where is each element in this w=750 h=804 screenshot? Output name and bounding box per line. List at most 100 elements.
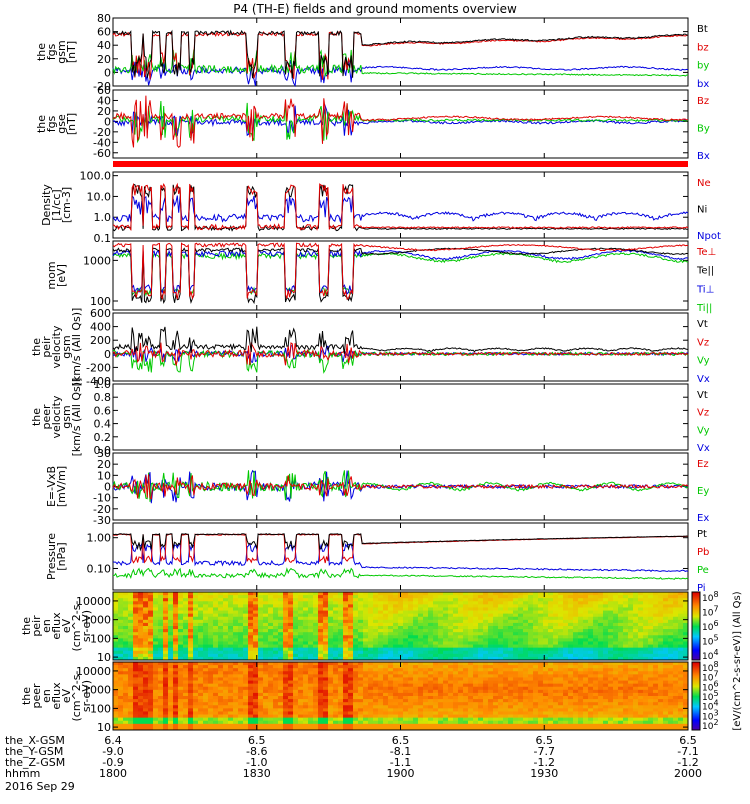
peir_spec-cell (143, 645, 148, 648)
peir_spec-cell (653, 648, 658, 651)
peir_spec-cell (173, 632, 178, 635)
peer_spec-cell (388, 668, 393, 671)
peir_spec-cell (453, 651, 458, 654)
peir_spec-cell (633, 638, 638, 641)
peer_spec-cell (443, 708, 448, 711)
peer_spec-cell (143, 668, 148, 671)
peir_spec-cell (348, 626, 353, 629)
peer_spec-cell (268, 721, 273, 724)
peer_spec-cell (503, 721, 508, 724)
peer_spec-cell (193, 681, 198, 684)
peir_spec-cell (208, 648, 213, 651)
peer_spec-cell (383, 708, 388, 711)
peer_spec-cell (133, 702, 138, 705)
peir_spec-cell (248, 654, 253, 657)
peir_spec-cell (343, 607, 348, 610)
peer_spec-cell (253, 668, 258, 671)
peer_spec-cell (423, 715, 428, 718)
fgs-gse-red-bar (113, 161, 688, 167)
peir_spec-cell (453, 604, 458, 607)
peer_spec-cell (353, 718, 358, 721)
peir_spec-cell (208, 641, 213, 644)
peer_spec-cell (378, 665, 383, 668)
peir_spec-cell (233, 607, 238, 610)
peir_spec-cell (148, 623, 153, 626)
peer_spec-cell (213, 702, 218, 705)
peir_spec-cell (218, 654, 223, 657)
peer_spec-cell (458, 696, 463, 699)
peer_spec-cell (238, 684, 243, 687)
peir_spec-cell (373, 648, 378, 651)
peer_spec-cell (543, 668, 548, 671)
peer_spec-cell (313, 724, 318, 727)
peer_spec-cell (328, 668, 333, 671)
peir_spec-cell (518, 614, 523, 617)
peir_spec-cell (223, 645, 228, 648)
peer_spec-cell (483, 690, 488, 693)
peer_spec-cell (513, 668, 518, 671)
peer_vel-legend-0: Vt (697, 390, 708, 401)
peer_spec-cell (268, 693, 273, 696)
peir_spec-cell (548, 629, 553, 632)
peer_spec-cell (373, 696, 378, 699)
peer_spec-cell (368, 687, 373, 690)
peer_spec-cell (138, 715, 143, 718)
peir_spec-cell (673, 598, 678, 601)
peer_spec-cell (163, 705, 168, 708)
peir_spec-cell (633, 595, 638, 598)
peir_spec-cell (133, 635, 138, 638)
peir_spec-cell (503, 607, 508, 610)
peer_spec-cell (393, 696, 398, 699)
peir_spec-cell (413, 635, 418, 638)
peir_spec-cell (638, 614, 643, 617)
peir_spec-cell (563, 623, 568, 626)
peir_spec-cell (343, 638, 348, 641)
peir_spec-cell (353, 632, 358, 635)
peir_spec-cell (628, 654, 633, 657)
peer_spec-cell (153, 702, 158, 705)
peir_vel-legend-2: Vy (697, 356, 710, 367)
peir_spec-cell (503, 635, 508, 638)
peir_spec-cell (428, 654, 433, 657)
peir_spec-cell (203, 614, 208, 617)
peer_spec-cell (483, 718, 488, 721)
peer_spec-cell (523, 684, 528, 687)
peir_spec-cell (508, 641, 513, 644)
peir_spec-cell (183, 626, 188, 629)
peer_spec-cell (393, 702, 398, 705)
peer_spec-cell (113, 681, 118, 684)
peer_spec-cell (333, 696, 338, 699)
peer_spec-cell (208, 668, 213, 671)
peir_spec-cell (423, 617, 428, 620)
peir_spec-cell (393, 595, 398, 598)
peir_spec-cell (673, 629, 678, 632)
peir_spec-cell (243, 623, 248, 626)
peir_spec-cell (593, 626, 598, 629)
peir_spec-cell (548, 601, 553, 604)
peer_spec-cell (123, 718, 128, 721)
peir_spec-cell (138, 654, 143, 657)
peer_spec-cell (298, 668, 303, 671)
peir_spec-cell (298, 654, 303, 657)
peer_spec-cell (518, 715, 523, 718)
peer_spec-cell (483, 677, 488, 680)
peer_spec-cell (368, 662, 373, 665)
peer_spec-cell (398, 718, 403, 721)
peir_spec-cell (403, 648, 408, 651)
peir_spec-cell (323, 641, 328, 644)
peir_spec-cell (173, 623, 178, 626)
peir_spec-cell (173, 651, 178, 654)
peer_spec-cell (163, 681, 168, 684)
peer_spec-cell (203, 674, 208, 677)
peir_spec-cell (293, 648, 298, 651)
peir_spec-cell (498, 617, 503, 620)
peir_spec-cell (653, 654, 658, 657)
peir_spec-cell (438, 595, 443, 598)
peer_spec-cell (293, 684, 298, 687)
peer_spec-cell (548, 724, 553, 727)
peer_spec-cell (433, 677, 438, 680)
peer_spec-cell (388, 677, 393, 680)
peir_spec-cell (528, 638, 533, 641)
peir_spec-cell (428, 635, 433, 638)
peer_spec-cell (348, 708, 353, 711)
